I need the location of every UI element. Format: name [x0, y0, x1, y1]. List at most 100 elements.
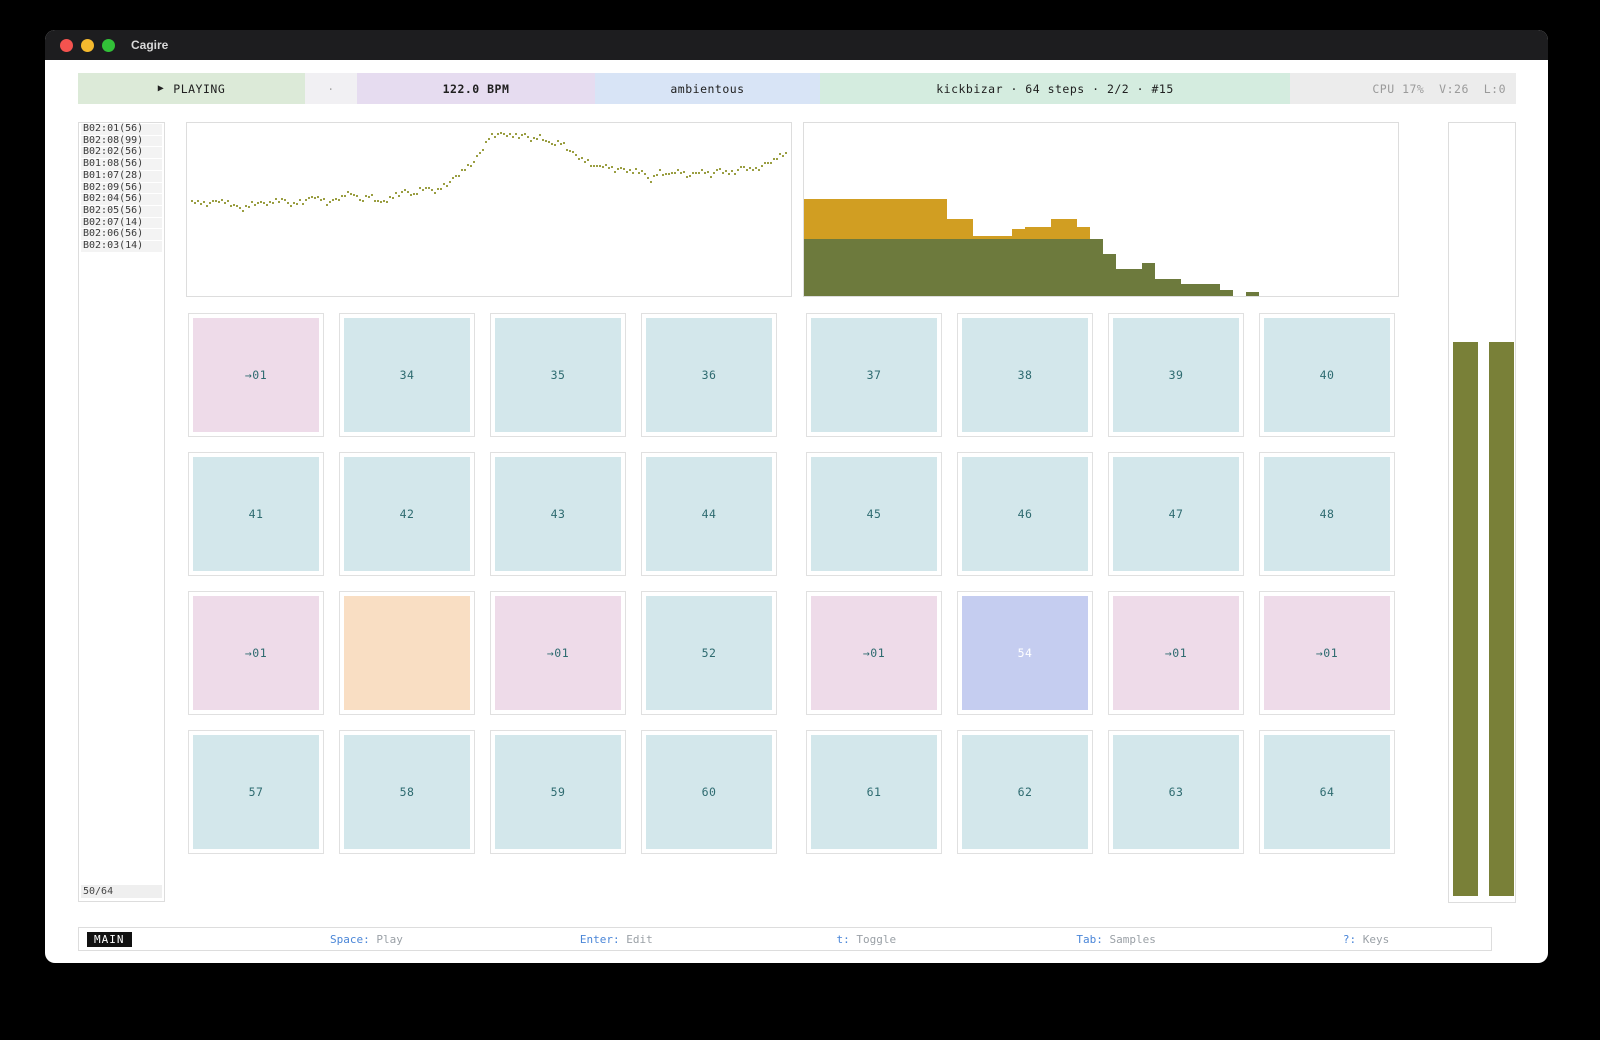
step-cell[interactable]: 36: [641, 313, 777, 437]
step-cell[interactable]: 44: [641, 452, 777, 576]
step-cell[interactable]: 39: [1108, 313, 1244, 437]
step-cell[interactable]: 58: [339, 730, 475, 854]
step-cell[interactable]: 43: [490, 452, 626, 576]
step-cell[interactable]: →01: [806, 591, 942, 715]
sample-item[interactable]: B02:06(56): [81, 229, 162, 241]
step-cell[interactable]: 45: [806, 452, 942, 576]
step-cell[interactable]: 34: [339, 313, 475, 437]
bpm-segment[interactable]: 122.0 BPM: [357, 73, 595, 104]
wave-dot: [740, 166, 742, 168]
minimize-button[interactable]: [81, 38, 94, 52]
step-cell[interactable]: 47: [1108, 452, 1244, 576]
transport-status-segment[interactable]: ▶ PLAYING: [78, 73, 305, 104]
sample-item[interactable]: B02:01(56): [81, 123, 162, 135]
step-cell[interactable]: 42: [339, 452, 475, 576]
step-cell[interactable]: 61: [806, 730, 942, 854]
step-cell[interactable]: 59: [490, 730, 626, 854]
step-cell[interactable]: →01: [1259, 591, 1395, 715]
histogram-bar: [947, 239, 960, 296]
wave-dot: [776, 158, 778, 160]
wave-dot: [506, 135, 508, 137]
step-grid-row: →01 34 35 36 37 38 39 40: [188, 313, 1395, 437]
wave-dot: [323, 198, 325, 200]
shortcut-key: Enter:: [579, 932, 620, 946]
wave-dot: [299, 199, 301, 201]
histogram-bar: [1246, 292, 1259, 296]
wave-dot: [671, 172, 673, 174]
step-cell[interactable]: [339, 591, 475, 715]
wave-dot: [425, 187, 427, 189]
scene-segment[interactable]: ambientous: [595, 73, 820, 104]
sample-item[interactable]: B02:03(14): [81, 240, 162, 252]
step-cell[interactable]: 38: [957, 313, 1093, 437]
step-cell[interactable]: 54: [957, 591, 1093, 715]
histogram-bar: [895, 239, 908, 296]
wave-dot: [434, 192, 436, 194]
wave-dot: [665, 173, 667, 175]
wave-dot: [632, 172, 634, 174]
wave-dot: [368, 196, 370, 198]
step-cell[interactable]: 35: [490, 313, 626, 437]
sample-item[interactable]: B02:07(14): [81, 217, 162, 229]
wave-dot: [734, 173, 736, 175]
step-cell[interactable]: →01: [1108, 591, 1244, 715]
step-cell[interactable]: 62: [957, 730, 1093, 854]
step-cell-label: 45: [811, 457, 937, 571]
wave-dot: [389, 196, 391, 198]
wave-dot: [479, 152, 481, 154]
wave-dot: [659, 169, 661, 171]
wave-dot: [341, 195, 343, 197]
step-cell[interactable]: →01: [490, 591, 626, 715]
wave-dot: [623, 168, 625, 170]
step-cell-label: 38: [962, 318, 1088, 432]
wave-dot: [449, 181, 451, 183]
wave-dot: [452, 177, 454, 179]
histogram-bar: [999, 239, 1012, 296]
wave-dot: [647, 177, 649, 179]
histogram-overlay-bar: [973, 236, 986, 239]
wave-dot: [752, 169, 754, 171]
play-icon: ▶: [157, 83, 165, 94]
step-cell[interactable]: 40: [1259, 313, 1395, 437]
step-cell[interactable]: 63: [1108, 730, 1244, 854]
histogram-overlay-bar: [1064, 219, 1077, 239]
zoom-button[interactable]: [102, 38, 115, 52]
sample-item[interactable]: B02:08(99): [81, 135, 162, 147]
sample-item[interactable]: B02:09(56): [81, 182, 162, 194]
sample-item[interactable]: B02:05(56): [81, 205, 162, 217]
step-cell[interactable]: →01: [188, 313, 324, 437]
wave-dot: [725, 170, 727, 172]
close-button[interactable]: [60, 38, 73, 52]
step-cell[interactable]: 41: [188, 452, 324, 576]
system-stats-segment: CPU 17% V:26 L:0: [1290, 73, 1516, 104]
step-cell[interactable]: 64: [1259, 730, 1395, 854]
histogram-bar: [908, 239, 921, 296]
step-cell[interactable]: 57: [188, 730, 324, 854]
sample-item[interactable]: B02:04(56): [81, 194, 162, 205]
wave-dot: [512, 136, 514, 138]
sample-item[interactable]: B01:07(28): [81, 170, 162, 182]
transport-separator-segment: ·: [305, 73, 357, 104]
step-cell[interactable]: 46: [957, 452, 1093, 576]
histogram-bar: [1168, 279, 1181, 296]
wave-dot: [191, 200, 193, 202]
wave-dot: [689, 175, 691, 177]
status-bar: MAIN Space: Play Enter: Edit t: Toggle Tab:…: [78, 927, 1492, 951]
sample-item[interactable]: B01:08(56): [81, 158, 162, 170]
wave-dot: [476, 155, 478, 157]
wave-dot: [209, 202, 211, 204]
step-cell[interactable]: →01: [188, 591, 324, 715]
wave-dot: [494, 136, 496, 138]
step-cell[interactable]: 52: [641, 591, 777, 715]
pattern-info-segment[interactable]: kickbizar · 64 steps · 2/2 · #15: [820, 73, 1290, 104]
step-cell[interactable]: 37: [806, 313, 942, 437]
wave-dot: [521, 134, 523, 136]
step-cell[interactable]: 60: [641, 730, 777, 854]
step-cell[interactable]: 48: [1259, 452, 1395, 576]
wave-dot: [635, 168, 637, 170]
histogram-bar: [1220, 290, 1233, 296]
sample-item[interactable]: B02:02(56): [81, 147, 162, 159]
wave-dot: [275, 198, 277, 200]
shortcut-hint: ?: Keys: [1241, 933, 1491, 946]
wave-dot: [782, 155, 784, 157]
